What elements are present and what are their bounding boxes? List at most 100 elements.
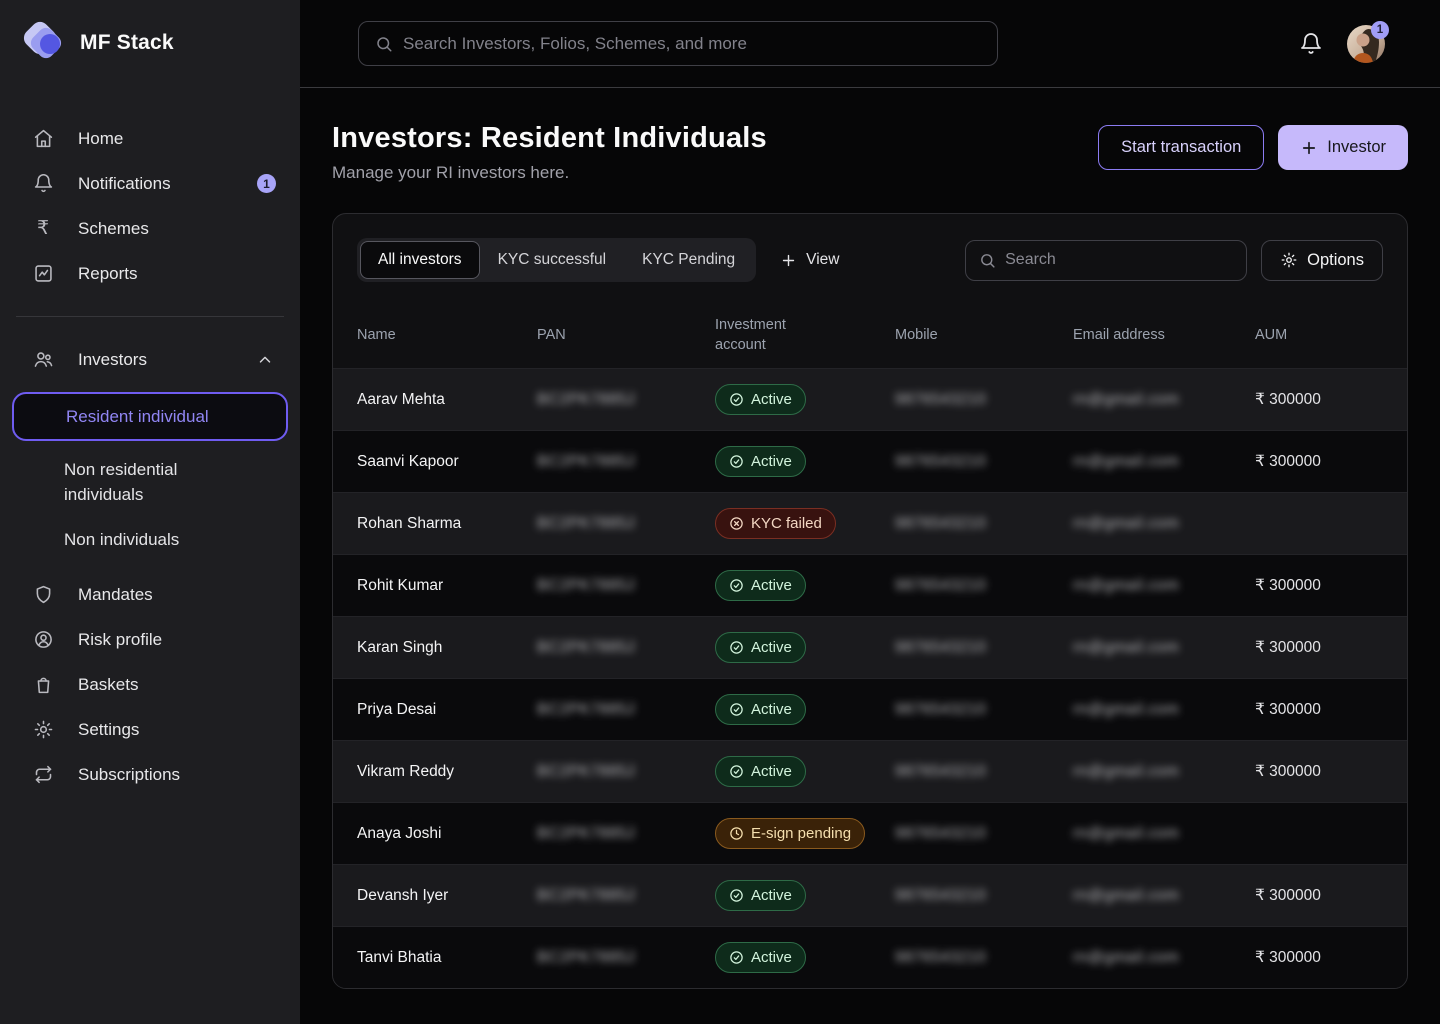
sidebar-item-label: Settings [78,719,140,739]
status-label: KYC failed [751,515,822,532]
investor-name: Karan Singh [357,638,443,656]
sidebar-item-resident-individual[interactable]: Resident individual [12,392,288,441]
table-row[interactable]: Vikram Reddy BC2PK7885J Active 987654321… [333,740,1407,802]
status-badge: Active [715,756,806,787]
column-header-investment-account: Investment account [715,317,786,353]
investor-name: Vikram Reddy [357,762,455,780]
investor-name: Priya Desai [357,700,437,718]
sidebar-item-investors[interactable]: Investors [0,337,300,382]
tab-all-investors[interactable]: All investors [360,241,480,279]
email-value-redacted: rn@gmail.com [1073,638,1180,656]
shield-icon [32,584,54,605]
aum-value: ₹ 300000 [1255,391,1321,408]
sidebar-nav: Home Notifications 1 ₹ Schemes Reports I… [0,116,300,797]
status-label: Active [751,639,792,656]
pan-value-redacted: BC2PK7885J [537,700,636,718]
page-content: Investors: Resident Individuals Manage y… [300,88,1440,989]
aum-value: ₹ 300000 [1255,453,1321,470]
aum-value: ₹ 300000 [1255,701,1321,718]
brand-name: MF Stack [80,31,174,54]
table-row[interactable]: Karan Singh BC2PK7885J Active 9876543210… [333,616,1407,678]
add-view-button[interactable]: View [780,251,840,269]
mobile-value-redacted: 9876543210 [895,700,987,718]
global-search[interactable] [358,21,998,66]
global-search-input[interactable] [403,33,981,54]
investor-name: Aarav Mehta [357,390,445,408]
gear-icon [1280,251,1298,269]
start-transaction-button[interactable]: Start transaction [1098,125,1265,170]
sidebar-item-schemes[interactable]: ₹ Schemes [0,206,300,251]
sidebar: MF Stack Home Notifications 1 ₹ Schemes … [0,0,300,1024]
status-label: Active [751,701,792,718]
sidebar-item-non-residential-individuals[interactable]: Non residential individuals [64,460,178,504]
table-row[interactable]: Devansh Iyer BC2PK7885J Active 987654321… [333,864,1407,926]
sidebar-divider [16,316,284,317]
pan-value-redacted: BC2PK7885J [537,762,636,780]
check-circle-icon [729,640,744,655]
table-toolbar: All investors KYC successful KYC Pending… [333,214,1407,302]
investor-name: Rohan Sharma [357,514,462,532]
clock-icon [729,826,744,841]
add-investor-label: Investor [1327,138,1386,156]
investors-subnav: Resident individual Non residential indi… [0,386,300,562]
investor-name: Saanvi Kapoor [357,452,459,470]
page-title: Investors: Resident Individuals [332,122,767,154]
user-avatar[interactable]: 1 [1347,20,1389,63]
table-row[interactable]: Saanvi Kapoor BC2PK7885J Active 98765432… [333,430,1407,492]
investor-name: Rohit Kumar [357,576,444,594]
sidebar-item-label: Baskets [78,674,139,694]
notifications-bell-icon[interactable] [1299,32,1323,56]
options-label: Options [1307,250,1364,269]
table-row[interactable]: Tanvi Bhatia BC2PK7885J Active 987654321… [333,926,1407,988]
sidebar-item-mandates[interactable]: Mandates [0,572,300,617]
status-badge: KYC failed [715,508,836,539]
table-row[interactable]: Rohan Sharma BC2PK7885J KYC failed 98765… [333,492,1407,554]
sidebar-item-baskets[interactable]: Baskets [0,662,300,707]
bag-icon [32,674,54,695]
sidebar-item-settings[interactable]: Settings [0,707,300,752]
pan-value-redacted: BC2PK7885J [537,638,636,656]
sidebar-item-label: Mandates [78,584,153,604]
table-row[interactable]: Rohit Kumar BC2PK7885J Active 9876543210… [333,554,1407,616]
email-value-redacted: rn@gmail.com [1073,514,1180,532]
pan-value-redacted: BC2PK7885J [537,948,636,966]
add-view-label: View [806,251,840,268]
chevron-up-icon [254,351,276,369]
sidebar-item-non-individuals[interactable]: Non individuals [64,530,180,549]
sidebar-item-reports[interactable]: Reports [0,251,300,296]
status-badge: Active [715,942,806,973]
mobile-value-redacted: 9876543210 [895,948,987,966]
status-badge: Active [715,446,806,477]
add-investor-button[interactable]: Investor [1278,125,1408,170]
table-row[interactable]: Aarav Mehta BC2PK7885J Active 9876543210… [333,368,1407,430]
sidebar-item-notifications[interactable]: Notifications 1 [0,161,300,206]
topbar: 1 [300,0,1440,88]
check-circle-icon [729,702,744,717]
sidebar-item-label: Schemes [78,218,149,238]
plus-icon [1300,139,1318,157]
sidebar-item-subscriptions[interactable]: Subscriptions [0,752,300,797]
table-row[interactable]: Anaya Joshi BC2PK7885J E-sign pending 98… [333,802,1407,864]
search-icon [979,252,996,269]
tab-kyc-successful[interactable]: KYC successful [480,241,625,279]
tab-kyc-pending[interactable]: KYC Pending [624,241,753,279]
brand: MF Stack [0,18,300,64]
email-value-redacted: rn@gmail.com [1073,390,1180,408]
status-badge: Active [715,384,806,415]
table-row[interactable]: Priya Desai BC2PK7885J Active 9876543210… [333,678,1407,740]
sidebar-item-risk-profile[interactable]: Risk profile [0,617,300,662]
mobile-value-redacted: 9876543210 [895,390,987,408]
options-button[interactable]: Options [1261,239,1383,281]
email-value-redacted: rn@gmail.com [1073,886,1180,904]
status-label: Active [751,763,792,780]
sidebar-item-label: Reports [78,263,138,283]
pan-value-redacted: BC2PK7885J [537,390,636,408]
status-badge: Active [715,570,806,601]
table-search[interactable] [965,239,1248,281]
sidebar-item-home[interactable]: Home [0,116,300,161]
search-icon [375,35,393,53]
people-icon [32,349,54,370]
table-search-input[interactable] [1005,251,1234,269]
investor-name: Tanvi Bhatia [357,948,442,966]
mobile-value-redacted: 9876543210 [895,638,987,656]
